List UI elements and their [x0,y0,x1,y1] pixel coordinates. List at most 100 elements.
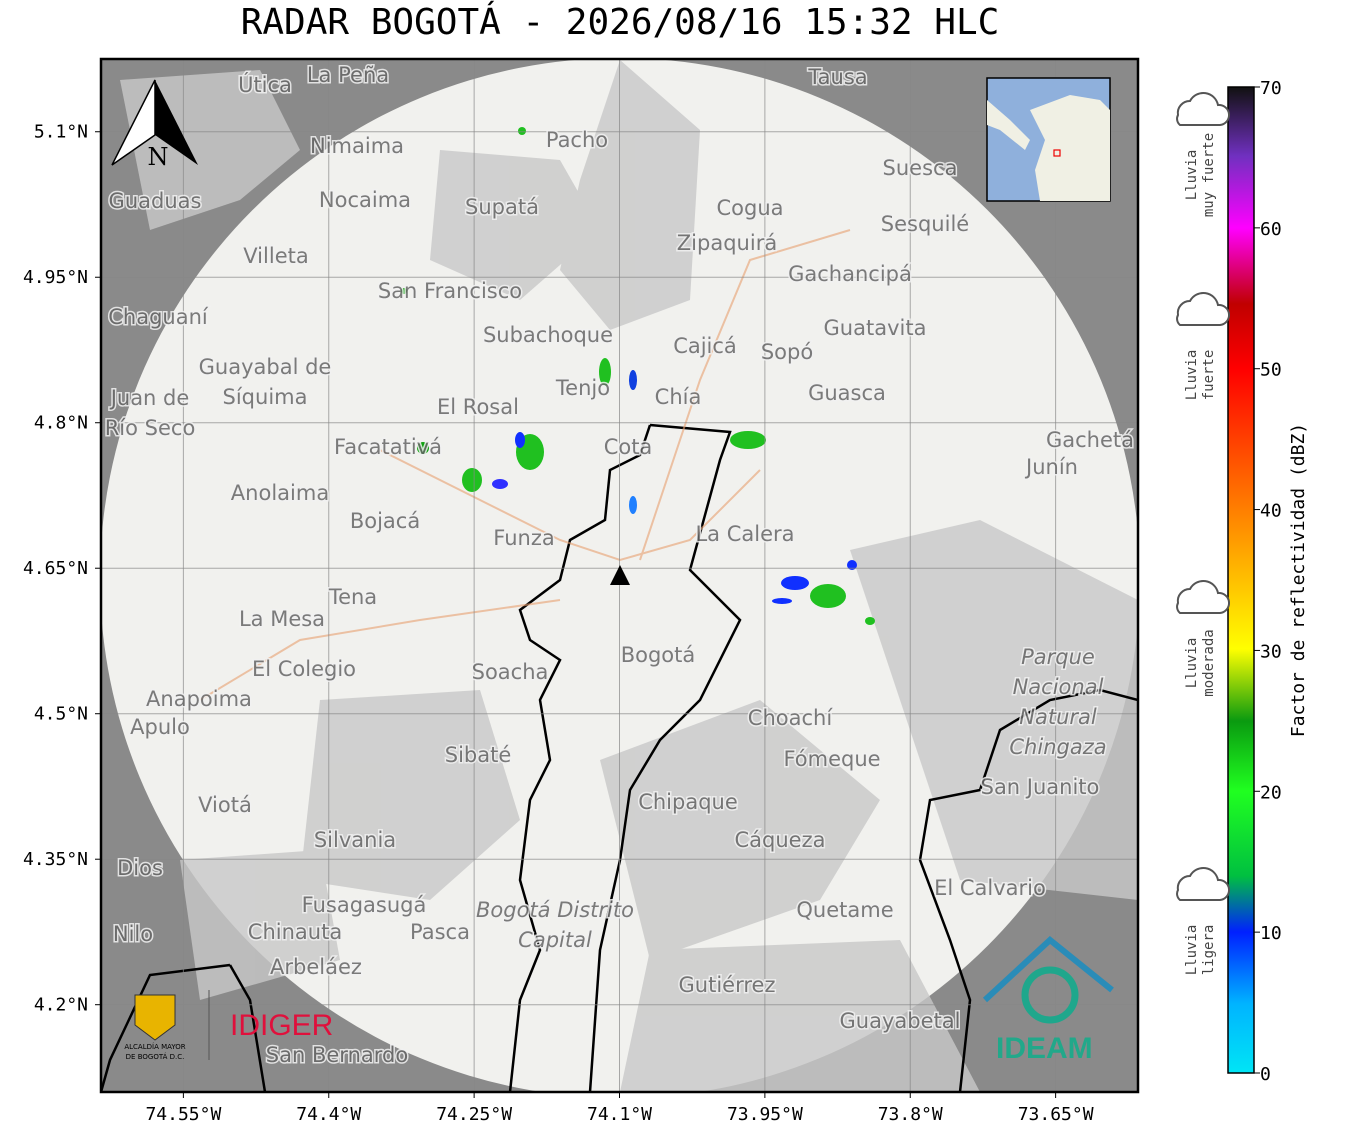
north-label: N [148,143,169,171]
colorbar-tick-label: 20 [1260,782,1282,803]
y-tick-label: 4.95°N [23,267,88,288]
place-label: Gachancipá [788,262,912,286]
axis-ticks: 74.55°W 74.4°W 74.25°W 74.1°W 73.95°W 73.8°W 7… [23,122,1094,1125]
colorbar-label: Factor de reflectividad (dBZ) [1288,423,1309,737]
rain-level: Lluvia ligera [1176,866,1230,976]
ideam-text: IDEAM [996,1032,1093,1065]
place-label: Nimaima [310,134,404,158]
x-tick-label: 74.4°W [296,1104,361,1125]
place-label: Nocaima [319,188,411,212]
place-label: Anolaima [231,481,329,505]
place-label: Útica [238,72,292,97]
place-label: Funza [493,526,554,550]
title: RADAR BOGOTÁ - 2026/08/16 15:32 HLC [241,1,1000,43]
radar-location [610,565,630,585]
rain-level-label: ligera [1201,925,1217,976]
place-label: Síquima [223,385,308,409]
place-label: Quetame [796,898,893,922]
place-label: Choachí [748,706,834,730]
place-label: Guayabal de [199,355,332,379]
place-label: Gutiérrez [679,973,776,997]
place-label: Sibaté [445,743,512,767]
y-tick-label: 4.5°N [34,704,88,725]
place-label: Cota [604,435,653,459]
place-label: Fusagasugá [302,893,427,917]
place-label: Cajicá [673,334,737,358]
x-tick-label: 73.65°W [1018,1104,1094,1125]
place-label: Chipaque [638,790,738,814]
place-label: Silvania [314,828,396,852]
place-label: Nilo [113,922,153,946]
place-label: Fómeque [783,747,880,771]
place-label: Guasca [808,381,886,405]
place-label: Chaguaní [108,305,209,329]
x-tick-label: 74.1°W [587,1104,652,1125]
place-label: Gachetá [1046,428,1134,452]
place-label: Cáqueza [735,828,826,852]
rain-level-label: Lluvia [1184,350,1200,401]
place-label: Río Seco [105,416,196,440]
colorbar-tick-label: 50 [1260,360,1282,381]
place-label: Tausa [807,65,867,89]
park-label: Nacional [1013,675,1104,699]
place-label: Suesca [883,156,958,180]
place-label: La Calera [695,522,794,546]
cloud-icon [1176,866,1230,901]
place-label: Pasca [410,920,470,944]
place-label: Guatavita [824,316,927,340]
logo-idiger: IDIGER [230,1009,333,1042]
park-label: Capital [518,928,592,952]
y-tick-label: 5.1°N [34,122,88,143]
place-label: Zipaquirá [677,231,777,255]
place-label: La Peña [307,63,389,87]
place-label: San Francisco [378,279,522,303]
colorbar-ticks: 0 10 20 30 40 50 60 70 [1254,78,1282,1085]
place-label: Tenjo [555,376,610,400]
grid [101,59,1138,1092]
place-label: San Juanito [981,775,1100,799]
map-area: La Peña Útica Tausa Pacho Nimaima Suesca Guadu… [101,59,1138,1092]
park-label: Natural [1019,705,1097,729]
borders [101,423,1138,1092]
place-label: Sopó [761,340,813,364]
park-label: Bogotá Distrito [476,898,634,922]
rain-level-label: Lluvia [1184,638,1200,689]
rain-level: Lluvia fuerte [1176,291,1230,401]
place-label: Chía [655,385,702,409]
north-arrow: N [111,79,198,171]
rain-level: Lluvia muy fuerte [1176,91,1230,217]
place-labels: La Peña Útica Tausa Pacho Nimaima Suesca Guadu… [103,62,1135,1069]
rain-level-label: Lluvia [1184,150,1200,201]
place-label: Pacho [546,128,608,152]
x-tick-label: 73.95°W [727,1104,803,1125]
colorbar [1227,86,1255,1074]
place-label: La Mesa [239,607,325,631]
rain-level-label: muy fuerte [1201,133,1217,217]
colorbar-tick-label: 60 [1260,219,1282,240]
roads [199,229,851,701]
place-label: Sesquilé [881,212,969,236]
place-label: Guayabetal [840,1009,961,1033]
place-label: Tena [328,585,377,609]
colorbar-tick-label: 30 [1260,641,1282,662]
place-label: Chinauta [248,920,342,944]
y-tick-label: 4.8°N [34,413,88,434]
place-label: El Calvario [934,876,1046,900]
logo-alcaldia: ALCALDÍA MAYOR DE BOGOTÁ D.C. IDIGER [124,990,333,1061]
place-label: Juan de [109,386,190,410]
rain-level: Lluvia moderada [1176,579,1230,697]
logo-ideam: IDEAM [982,936,1114,1065]
place-label: Facatativá [334,435,442,459]
cloud-icon [1176,579,1230,614]
place-label: San Bernardo [266,1043,408,1067]
y-tick-label: 4.65°N [23,558,88,579]
colorbar-tick-label: 40 [1260,501,1282,522]
y-tick-label: 4.35°N [23,849,88,870]
inset-map [986,77,1111,202]
x-tick-label: 73.8°W [878,1104,943,1125]
place-label: Apulo [130,715,190,739]
colorbar-tick-label: 10 [1260,923,1282,944]
radar-echoes [401,127,875,625]
